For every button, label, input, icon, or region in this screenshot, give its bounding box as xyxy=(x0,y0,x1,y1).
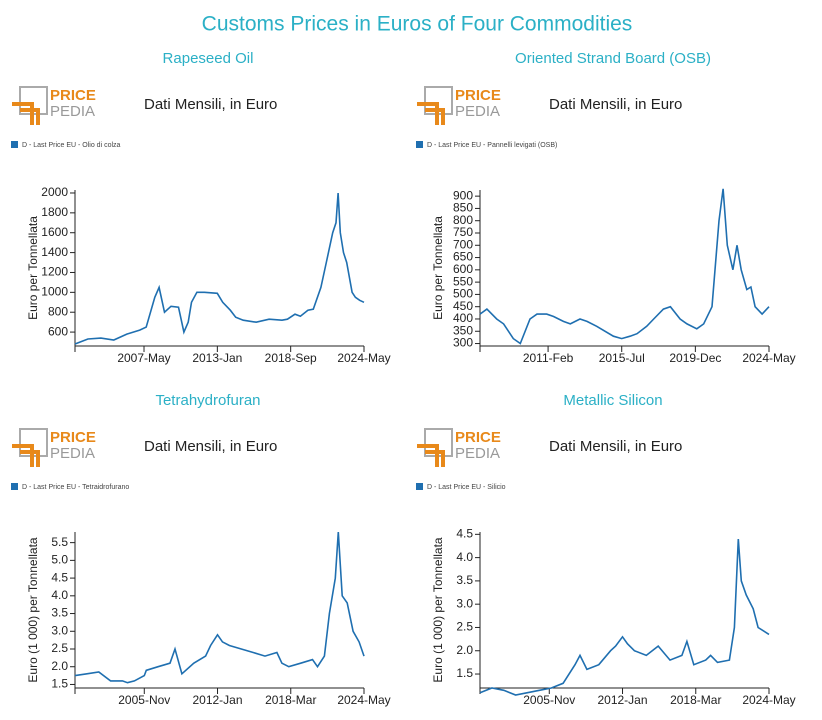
x-tick-label: 2015-Jul xyxy=(599,351,645,365)
x-tick-label: 2012-Jan xyxy=(597,693,647,707)
logo-bottom: PEDIA xyxy=(50,445,95,462)
x-tick-label: 2011-Feb xyxy=(523,351,574,365)
y-tick-label: 300 xyxy=(453,336,473,350)
logo-mark xyxy=(12,102,40,125)
chart-subtitle: Dati Mensili, in Euro xyxy=(144,438,277,455)
y-tick-label: 4.5 xyxy=(456,527,473,541)
logo-bottom: PEDIA xyxy=(455,103,500,120)
y-tick-label: 3.5 xyxy=(51,606,68,620)
y-tick-label: 800 xyxy=(48,304,68,318)
chart-subtitle: Dati Mensili, in Euro xyxy=(549,438,682,455)
y-tick-label: 5.0 xyxy=(51,553,68,567)
x-tick-label: 2018-Sep xyxy=(265,351,317,365)
x-tick-label: 2005-Nov xyxy=(523,693,575,707)
x-tick-label: 2005-Nov xyxy=(118,693,170,707)
y-tick-label: 4.5 xyxy=(51,570,68,584)
y-tick-label: 4.0 xyxy=(456,550,473,564)
chart-title: Tetrahydrofuran xyxy=(155,392,260,409)
chart-title: Rapeseed Oil xyxy=(163,50,254,67)
logo-top: PRICE xyxy=(50,87,96,104)
y-tick-label: 600 xyxy=(48,324,68,338)
y-tick-label: 400 xyxy=(453,311,473,325)
legend-label: D - Last Price EU - Tetraidrofurano xyxy=(22,484,129,491)
x-tick-label: 2024-May xyxy=(742,351,795,365)
y-axis-label: Euro per Tonnellata xyxy=(431,216,445,320)
legend-swatch xyxy=(11,483,18,490)
y-tick-label: 2.0 xyxy=(51,659,68,673)
data-line xyxy=(74,531,365,684)
y-tick-label: 600 xyxy=(453,262,473,276)
y-tick-label: 700 xyxy=(453,237,473,251)
y-tick-label: 900 xyxy=(453,188,473,202)
logo-mark xyxy=(12,444,40,467)
y-tick-label: 500 xyxy=(453,287,473,301)
legend-swatch xyxy=(11,141,18,148)
x-tick-label: 2018-Mar xyxy=(670,693,721,707)
y-axis-label: Euro (1 000) per Tonnellata xyxy=(431,537,445,683)
x-tick-label: 2007-May xyxy=(117,351,170,365)
y-tick-label: 450 xyxy=(453,299,473,313)
chart-title: Metallic Silicon xyxy=(563,392,662,409)
legend-label: D - Last Price EU - Olio di colza xyxy=(22,142,121,149)
y-tick-label: 2.5 xyxy=(51,641,68,655)
y-axis-label: Euro per Tonnellata xyxy=(26,216,40,320)
y-tick-label: 2000 xyxy=(41,185,68,199)
x-tick-label: 2012-Jan xyxy=(192,693,242,707)
chart-subtitle: Dati Mensili, in Euro xyxy=(549,96,682,113)
y-tick-label: 4.0 xyxy=(51,588,68,602)
x-tick-label: 2024-May xyxy=(742,693,795,707)
y-tick-label: 1.5 xyxy=(51,677,68,691)
y-tick-label: 350 xyxy=(453,323,473,337)
logo-top: PRICE xyxy=(50,429,96,446)
logo-mark xyxy=(417,102,445,125)
legend-swatch xyxy=(416,141,423,148)
y-axis-label: Euro (1 000) per Tonnellata xyxy=(26,537,40,683)
logo-top: PRICE xyxy=(455,87,501,104)
y-tick-label: 850 xyxy=(453,201,473,215)
y-tick-label: 5.5 xyxy=(51,535,68,549)
data-line xyxy=(479,538,770,696)
x-tick-label: 2024-May xyxy=(337,351,390,365)
y-tick-label: 2.5 xyxy=(456,620,473,634)
y-tick-label: 1200 xyxy=(41,265,68,279)
logo-mark xyxy=(417,444,445,467)
y-tick-label: 1600 xyxy=(41,225,68,239)
x-tick-label: 2019-Dec xyxy=(669,351,721,365)
y-tick-label: 550 xyxy=(453,274,473,288)
logo-top: PRICE xyxy=(455,429,501,446)
y-tick-label: 3.0 xyxy=(51,623,68,637)
legend-label: D - Last Price EU - Pannelli levigati (O… xyxy=(427,142,557,149)
logo-bottom: PEDIA xyxy=(455,445,500,462)
y-tick-label: 3.0 xyxy=(456,596,473,610)
y-tick-label: 1800 xyxy=(41,205,68,219)
y-tick-label: 1.5 xyxy=(456,666,473,680)
y-tick-label: 2.0 xyxy=(456,643,473,657)
y-tick-label: 1400 xyxy=(41,245,68,259)
data-line xyxy=(479,188,770,345)
chart-subtitle: Dati Mensili, in Euro xyxy=(144,96,277,113)
chart-title: Oriented Strand Board (OSB) xyxy=(515,50,711,67)
logo-bottom: PEDIA xyxy=(50,103,95,120)
data-line xyxy=(74,192,365,345)
x-tick-label: 2013-Jan xyxy=(192,351,242,365)
y-tick-label: 750 xyxy=(453,225,473,239)
y-tick-label: 800 xyxy=(453,213,473,227)
x-tick-label: 2024-May xyxy=(337,693,390,707)
y-tick-label: 3.5 xyxy=(456,573,473,587)
x-tick-label: 2018-Mar xyxy=(265,693,316,707)
page-title: Customs Prices in Euros of Four Commodit… xyxy=(202,13,633,36)
legend-swatch xyxy=(416,483,423,490)
legend-label: D - Last Price EU - Silicio xyxy=(427,484,506,491)
y-tick-label: 1000 xyxy=(41,285,68,299)
y-tick-label: 650 xyxy=(453,250,473,264)
